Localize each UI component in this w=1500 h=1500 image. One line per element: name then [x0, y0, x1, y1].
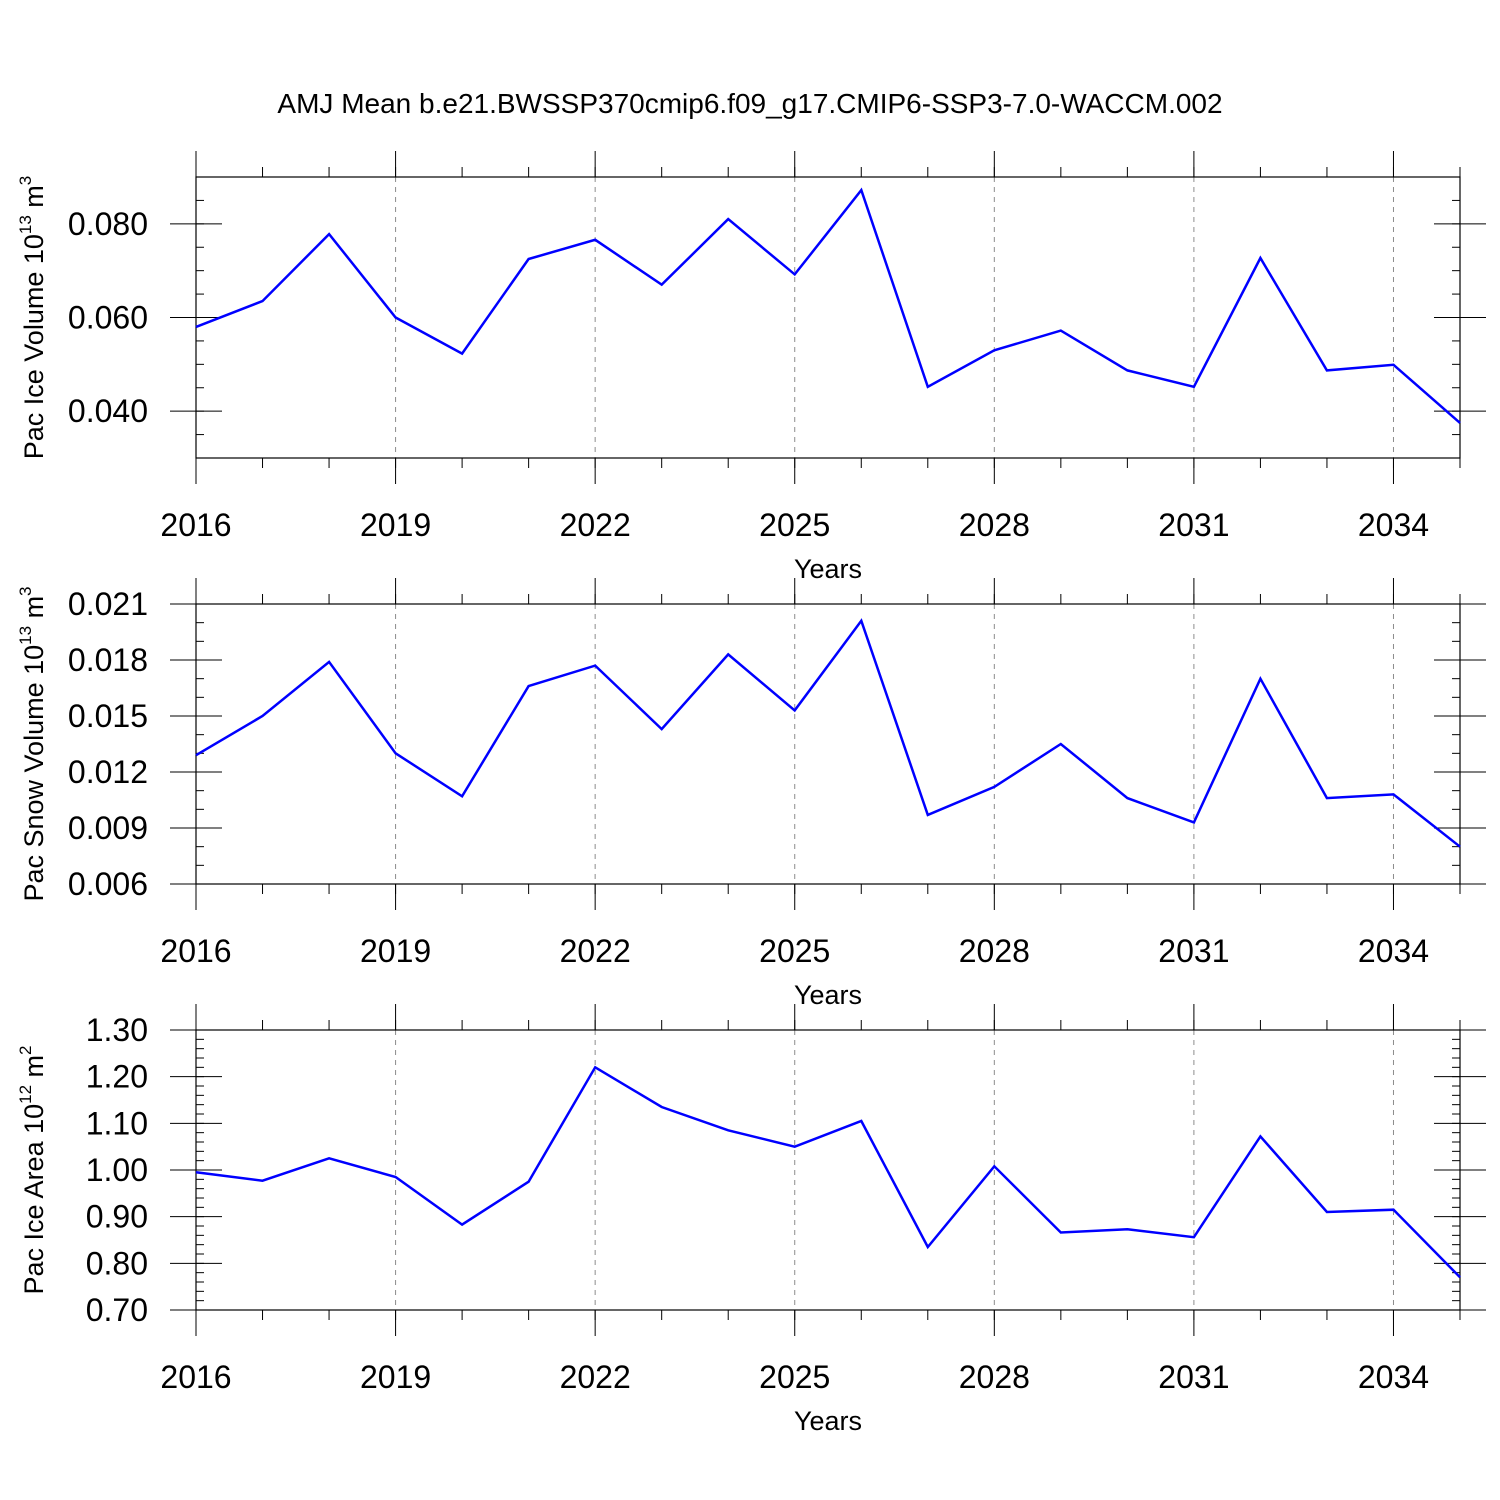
x-tick-label: 2019: [360, 1359, 431, 1395]
x-tick-label: 2025: [759, 933, 830, 969]
y-tick-label: 1.00: [86, 1152, 148, 1188]
x-tick-label: 2028: [959, 1359, 1030, 1395]
figure-title: AMJ Mean b.e21.BWSSP370cmip6.f09_g17.CMI…: [277, 88, 1222, 119]
y-tick-label: 0.90: [86, 1199, 148, 1235]
plot-frame: [195, 176, 1461, 459]
x-tick-label: 2034: [1358, 507, 1429, 543]
y-axis-label-text: Pac Ice Volume 10: [19, 234, 49, 459]
series-line: [195, 618, 1461, 848]
x-tick-label: 2022: [560, 1359, 631, 1395]
x-tick-label: 2031: [1158, 1359, 1229, 1395]
y-tick-label: 0.80: [86, 1245, 148, 1281]
y-axis-label-unit: m: [19, 185, 49, 215]
chart-panel-1: 0.040 0.060 0.080 2016 2019 2022 2025 2028 2031 2…: [16, 151, 1486, 584]
y-tick-label: 0.060: [68, 300, 148, 336]
x-axis-label: Years: [794, 1406, 862, 1436]
y-tick-label: 0.70: [86, 1292, 148, 1328]
chart-panel-3: 0.70 0.80 0.90 1.00 1.10 1.20 1.30 2016 2019 2022…: [16, 1004, 1486, 1436]
plot-frame: [195, 1029, 1461, 1311]
x-tick-label: 2019: [360, 933, 431, 969]
y-tick-label: 0.012: [68, 754, 148, 790]
chart-panel-2: 0.006 0.009 0.012 0.015 0.018 0.021 2016 2019 20…: [16, 578, 1486, 1010]
panels: 0.040 0.060 0.080 2016 2019 2022 2025 2028 2031 2…: [16, 151, 1486, 1436]
y-tick-label: 1.30: [86, 1012, 148, 1048]
y-axis-label: Pac Ice Volume 1013 m3: [16, 176, 49, 460]
series-line: [195, 1065, 1461, 1279]
y-axis-label-exponent: 13: [16, 626, 35, 645]
x-axis-label: Years: [794, 980, 862, 1010]
y-axis-label-unit: m: [19, 596, 49, 626]
y-axis-label-exponent: 12: [16, 1085, 35, 1104]
x-tick-label: 2034: [1358, 1359, 1429, 1395]
y-axis-label-unit: m: [19, 1055, 49, 1085]
x-tick-label: 2031: [1158, 933, 1229, 969]
y-tick-label: 1.20: [86, 1059, 148, 1095]
x-tick-label: 2019: [360, 507, 431, 543]
x-tick-label: 2028: [959, 507, 1030, 543]
y-axis-label-text: Pac Snow Volume 10: [19, 645, 49, 902]
y-tick-label: 0.021: [68, 586, 148, 622]
y-axis-label: Pac Snow Volume 1013 m3: [16, 586, 49, 901]
x-axis-label: Years: [794, 554, 862, 584]
y-axis-label: Pac Ice Area 1012 m2: [16, 1045, 49, 1294]
y-axis-label-unit-exponent: 2: [16, 1045, 35, 1054]
x-tick-label: 2031: [1158, 507, 1229, 543]
y-axis-label-unit-exponent: 3: [16, 176, 35, 185]
x-tick-label: 2016: [160, 1359, 231, 1395]
x-tick-label: 2034: [1358, 933, 1429, 969]
y-tick-label: 0.018: [68, 642, 148, 678]
y-tick-label: 0.080: [68, 206, 148, 242]
x-tick-label: 2022: [560, 507, 631, 543]
y-tick-label: 0.015: [68, 698, 148, 734]
x-tick-label: 2025: [759, 1359, 830, 1395]
y-axis-label-exponent: 13: [16, 215, 35, 234]
x-tick-label: 2016: [160, 507, 231, 543]
plot-frame: [195, 603, 1461, 885]
x-tick-label: 2016: [160, 933, 231, 969]
x-tick-label: 2025: [759, 507, 830, 543]
y-axis-label-unit-exponent: 3: [16, 586, 35, 595]
x-tick-label: 2028: [959, 933, 1030, 969]
x-tick-label: 2022: [560, 933, 631, 969]
series-line: [195, 187, 1461, 424]
y-tick-label: 1.10: [86, 1105, 148, 1141]
y-tick-label: 0.040: [68, 393, 148, 429]
y-tick-label: 0.006: [68, 866, 148, 902]
y-axis-label-text: Pac Ice Area 10: [19, 1104, 49, 1295]
y-tick-label: 0.009: [68, 810, 148, 846]
